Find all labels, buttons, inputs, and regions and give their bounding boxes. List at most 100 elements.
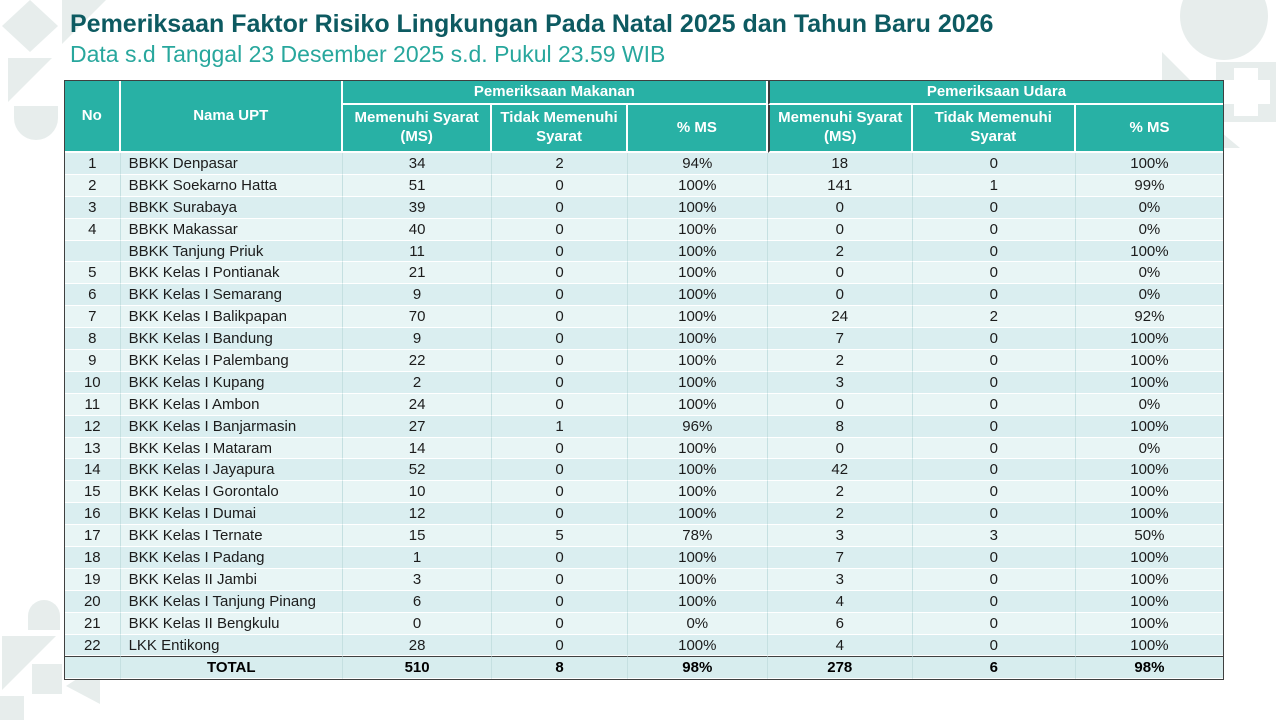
- cell-mak_ms: 3: [342, 568, 493, 591]
- cell-ud_ms: 4: [767, 634, 913, 657]
- cell-mak_pct: 100%: [627, 218, 768, 241]
- cell-nama: BKK Kelas II Bengkulu: [120, 612, 343, 635]
- cell-ud_tms: 0: [912, 328, 1076, 351]
- corner-ornament-top-left-icon: [2, 0, 106, 140]
- cell-mak_ms: 70: [342, 306, 493, 329]
- cell-mak_pct: 96%: [627, 415, 768, 438]
- table-row: 4 BBKK Makassar 40 0 100% 0 0 0%: [65, 218, 1223, 241]
- cell-ud_pct: 0%: [1075, 262, 1223, 285]
- cell-ud_tms: 3: [912, 525, 1076, 548]
- table-row: 21 BKK Kelas II Bengkulu 0 0 0% 6 0 100%: [65, 612, 1223, 635]
- cell-ud_pct: 0%: [1075, 393, 1223, 416]
- table-header-group-row: No Nama UPT Pemeriksaan Makanan Pemeriks…: [65, 81, 1223, 153]
- cell-mak_pct: 100%: [627, 350, 768, 372]
- cell-mak_ms: 39: [342, 196, 493, 219]
- cell-mak_ms: 34: [342, 153, 493, 175]
- cell-mak_ms: 12: [342, 503, 493, 526]
- cell-mak_ms: 40: [342, 218, 493, 241]
- table-row: 10 BKK Kelas I Kupang 2 0 100% 3 0 100%: [65, 371, 1223, 394]
- table-row: 22 LKK Entikong 28 0 100% 4 0 100%: [65, 634, 1223, 657]
- cell-ud_tms: 0: [912, 547, 1076, 569]
- table-row: 13 BKK Kelas I Mataram 14 0 100% 0 0 0%: [65, 437, 1223, 460]
- cell-mak_pct: 100%: [627, 634, 768, 657]
- cell-ud_ms: 4: [767, 590, 913, 613]
- cell-no: 21: [65, 612, 121, 635]
- title-block: Pemeriksaan Faktor Risiko Lingkungan Pad…: [70, 10, 1220, 67]
- cell-mak_tms: 0: [492, 481, 628, 504]
- total-cell-no: [65, 656, 121, 680]
- cell-mak_tms: 0: [492, 328, 628, 351]
- cell-nama: BBKK Soekarno Hatta: [120, 174, 343, 197]
- cell-nama: BBKK Makassar: [120, 218, 343, 241]
- cell-mak_tms: 0: [492, 371, 628, 394]
- cell-ud_tms: 0: [912, 371, 1076, 394]
- cell-no: 18: [65, 547, 121, 569]
- cell-ud_tms: 0: [912, 218, 1076, 241]
- cell-nama: BKK Kelas I Mataram: [120, 437, 343, 460]
- cell-ud_pct: 99%: [1075, 174, 1223, 197]
- cell-no: 13: [65, 437, 121, 460]
- cell-nama: BKK Kelas I Ambon: [120, 393, 343, 416]
- cell-mak_ms: 0: [342, 612, 493, 635]
- cell-mak_ms: 52: [342, 459, 493, 482]
- cell-ud_pct: 100%: [1075, 371, 1223, 394]
- cell-ud_pct: 100%: [1075, 459, 1223, 482]
- cell-no: 15: [65, 481, 121, 504]
- cell-ud_pct: 100%: [1075, 568, 1223, 591]
- cell-ud_ms: 8: [767, 415, 913, 438]
- cell-mak_tms: 1: [492, 415, 628, 438]
- cell-mak_ms: 14: [342, 437, 493, 460]
- cell-mak_pct: 100%: [627, 371, 768, 394]
- cell-ud_ms: 2: [767, 350, 913, 372]
- cell-mak_pct: 100%: [627, 174, 768, 197]
- table-row: 3 BBKK Surabaya 39 0 100% 0 0 0%: [65, 196, 1223, 219]
- cell-ud_pct: 0%: [1075, 437, 1223, 460]
- table-row: 18 BKK Kelas I Padang 1 0 100% 7 0 100%: [65, 547, 1223, 569]
- cell-ud_ms: 3: [767, 371, 913, 394]
- cell-ud_ms: 2: [767, 503, 913, 526]
- table-row: 16 BKK Kelas I Dumai 12 0 100% 2 0 100%: [65, 503, 1223, 526]
- cell-ud_pct: 100%: [1075, 547, 1223, 569]
- total-cell-ud_tms: 6: [912, 656, 1076, 680]
- total-cell-mak_pct: 98%: [627, 656, 768, 680]
- cell-nama: BKK Kelas I Ternate: [120, 525, 343, 548]
- cell-mak_tms: 0: [492, 174, 628, 197]
- cell-ud_tms: 1: [912, 174, 1076, 197]
- cell-ud_pct: 100%: [1075, 415, 1223, 438]
- cell-ud_tms: 2: [912, 306, 1076, 329]
- cell-ud_ms: 18: [767, 153, 913, 175]
- cell-nama: BKK Kelas I Bandung: [120, 328, 343, 351]
- cell-ud_tms: 0: [912, 568, 1076, 591]
- cell-no: [65, 240, 121, 263]
- cell-mak_pct: 100%: [627, 393, 768, 416]
- total-cell-ud_ms: 278: [767, 656, 913, 680]
- cell-nama: BKK Kelas I Gorontalo: [120, 481, 343, 504]
- cell-ud_pct: 50%: [1075, 525, 1223, 548]
- cell-no: 8: [65, 328, 121, 351]
- cell-mak_tms: 0: [492, 437, 628, 460]
- cell-ud_ms: 7: [767, 328, 913, 351]
- page-title: Pemeriksaan Faktor Risiko Lingkungan Pad…: [70, 10, 994, 38]
- cell-nama: BKK Kelas I Kupang: [120, 371, 343, 394]
- col-header-no: No: [65, 81, 121, 153]
- cell-ud_tms: 0: [912, 284, 1076, 307]
- cell-no: 4: [65, 218, 121, 241]
- cell-nama: BBKK Tanjung Priuk: [120, 240, 343, 263]
- cell-nama: BKK Kelas I Banjarmasin: [120, 415, 343, 438]
- cell-ud_tms: 0: [912, 153, 1076, 175]
- cell-ud_ms: 0: [767, 196, 913, 219]
- cell-mak_tms: 0: [492, 612, 628, 635]
- cell-mak_pct: 100%: [627, 437, 768, 460]
- cell-nama: BKK Kelas II Jambi: [120, 568, 343, 591]
- cell-nama: BKK Kelas I Tanjung Pinang: [120, 590, 343, 613]
- cell-mak_pct: 78%: [627, 525, 768, 548]
- cell-no: 14: [65, 459, 121, 482]
- cell-mak_ms: 51: [342, 174, 493, 197]
- cell-mak_tms: 0: [492, 568, 628, 591]
- cell-mak_tms: 0: [492, 634, 628, 657]
- cell-ud_pct: 0%: [1075, 196, 1223, 219]
- cell-mak_pct: 100%: [627, 590, 768, 613]
- table-row: 1 BBKK Denpasar 34 2 94% 18 0 100%: [65, 153, 1223, 175]
- col-group-pemeriksaan-udara: Pemeriksaan Udara: [767, 81, 1223, 105]
